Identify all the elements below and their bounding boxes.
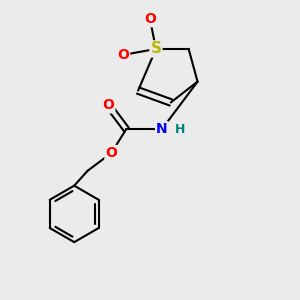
- Text: O: O: [103, 98, 114, 112]
- Text: S: S: [150, 41, 161, 56]
- Text: O: O: [105, 146, 117, 160]
- Text: N: N: [156, 122, 168, 136]
- Text: H: H: [175, 123, 185, 136]
- Text: O: O: [117, 48, 129, 62]
- Text: O: O: [144, 12, 156, 26]
